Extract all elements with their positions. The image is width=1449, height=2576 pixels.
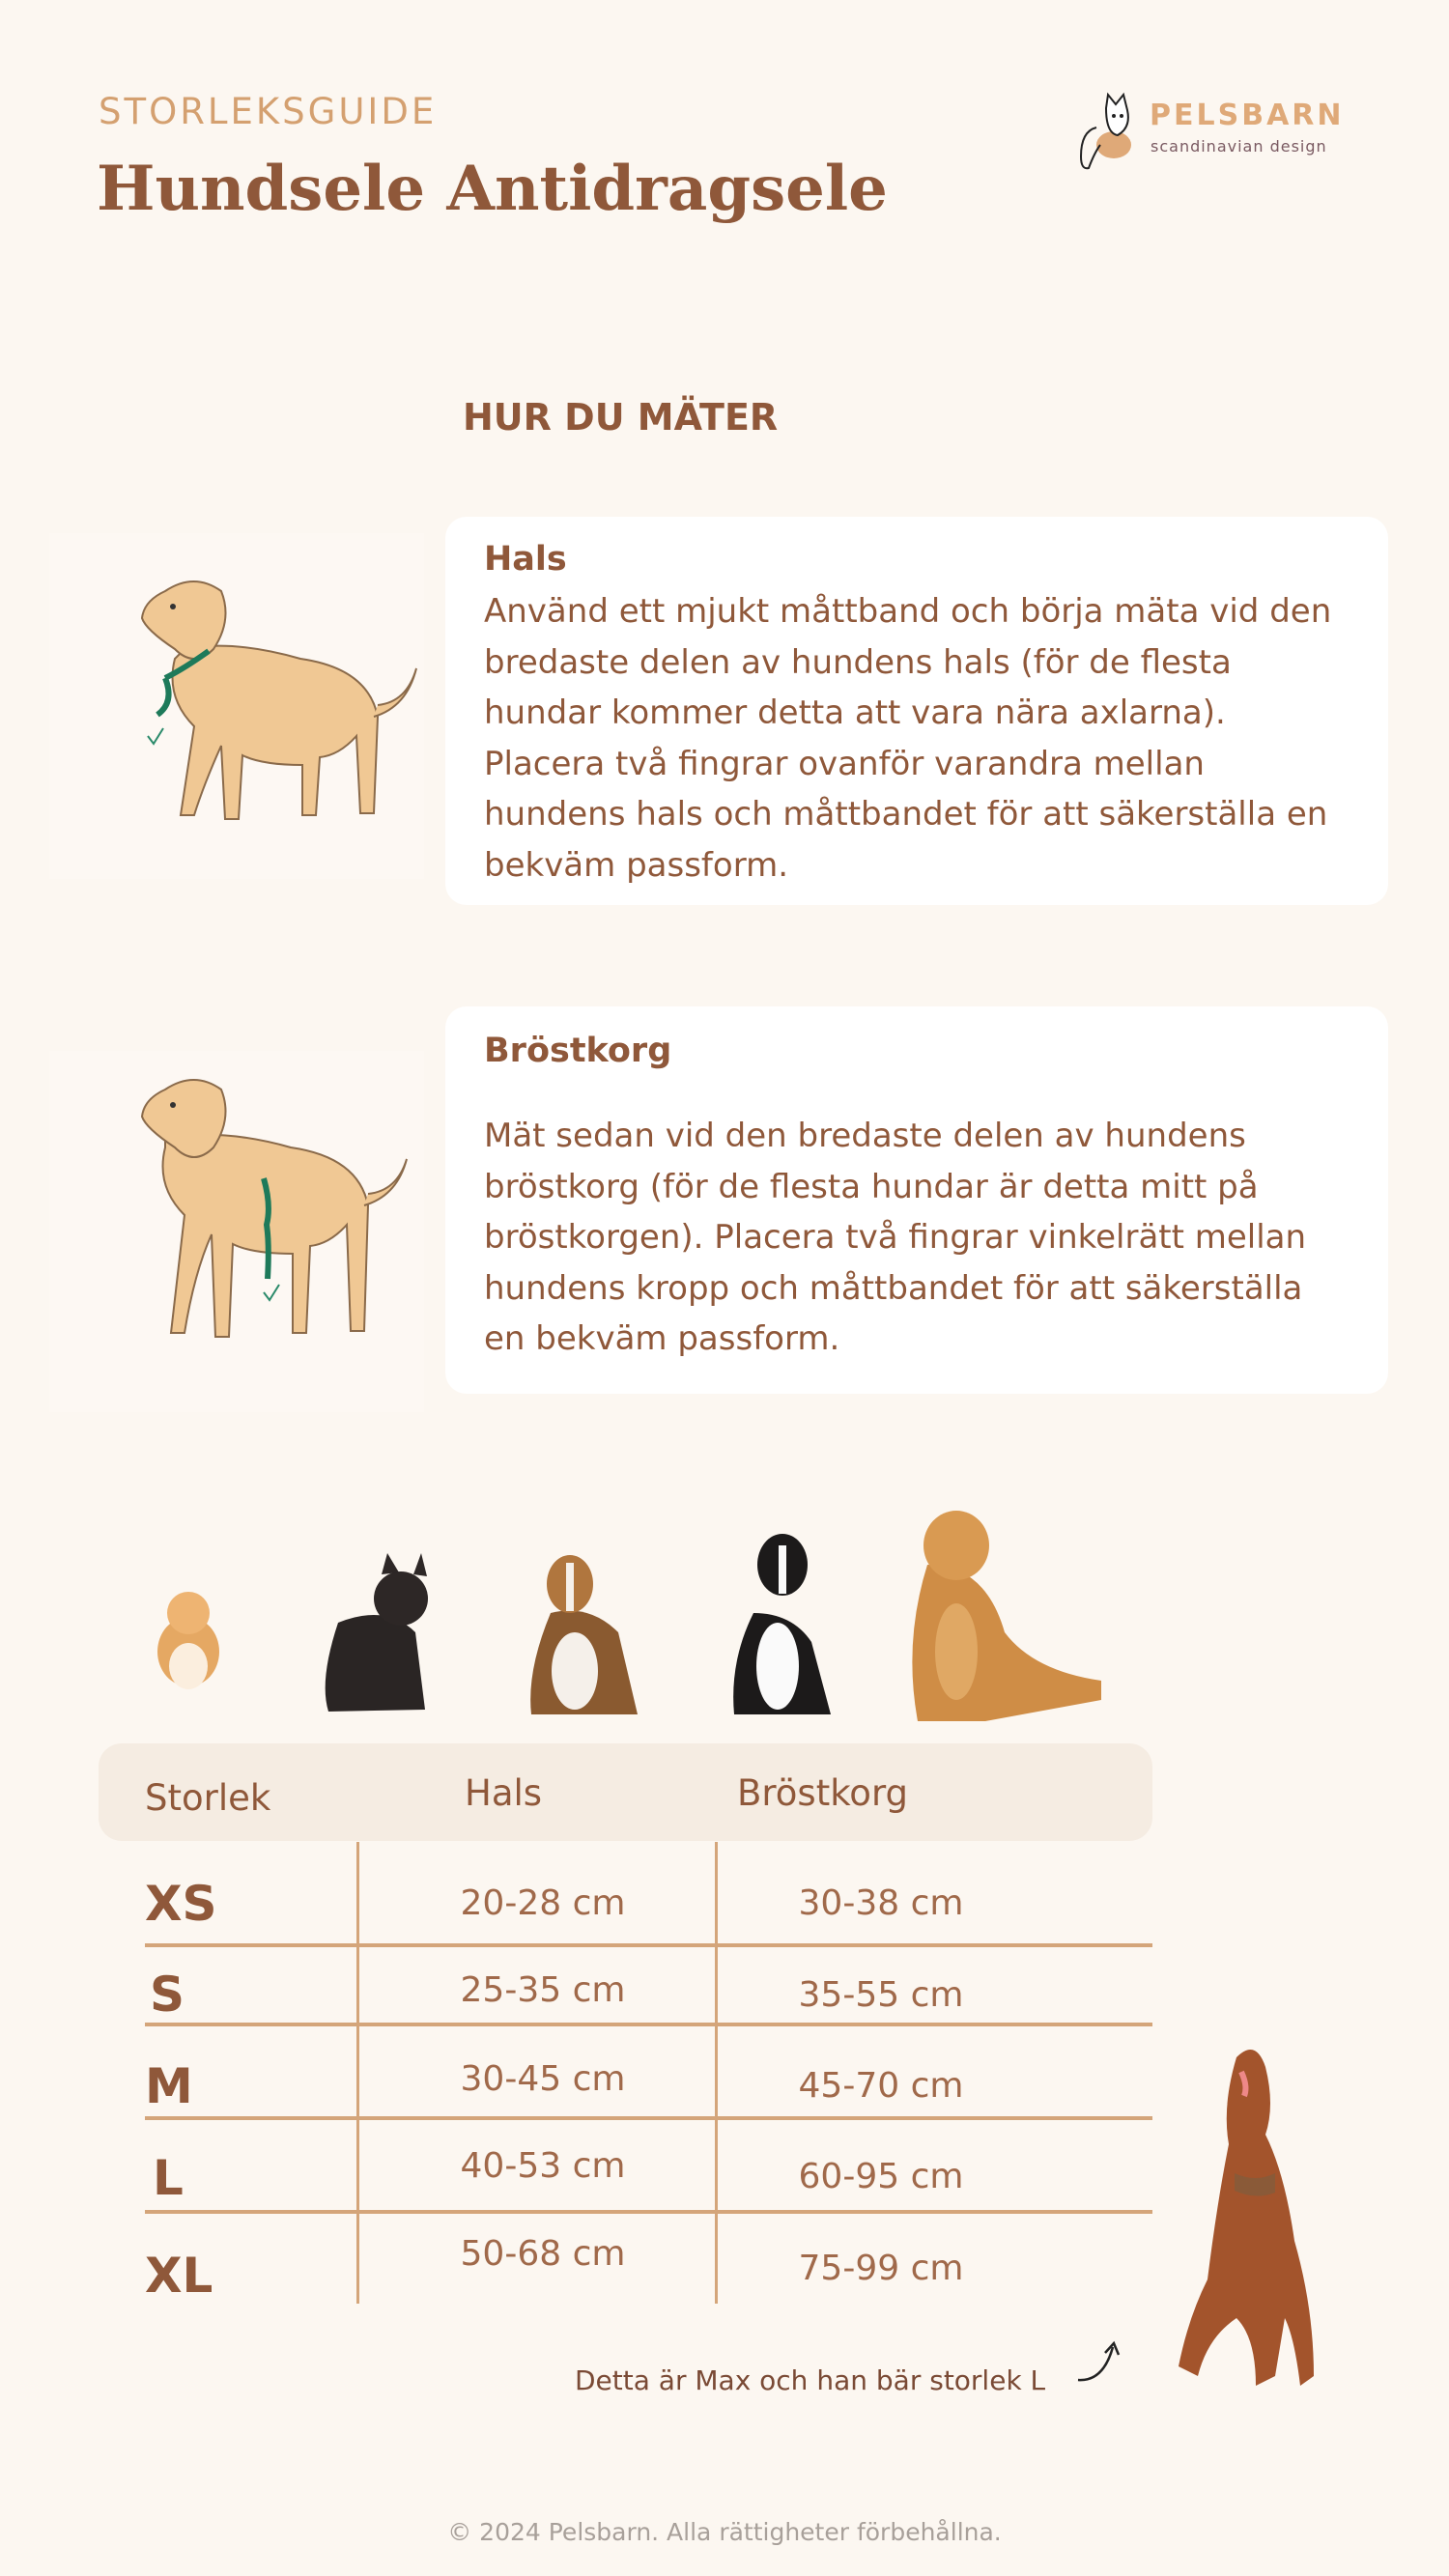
- size-label: XL: [145, 2248, 213, 2304]
- neck-value: 30-45 cm: [460, 2059, 626, 2099]
- header-size: Storlek: [145, 1777, 271, 1819]
- neck-value: 50-68 cm: [460, 2234, 626, 2274]
- section-heading: HUR DU MÄTER: [463, 396, 779, 439]
- card-neck-title: Hals: [484, 540, 567, 579]
- neck-value: 20-28 cm: [460, 1883, 626, 1923]
- logo-tagline: scandinavian design: [1151, 137, 1327, 156]
- dog-breeds-row: [157, 1511, 1101, 1721]
- neck-value: 25-35 cm: [460, 1970, 626, 2010]
- beagle-photo: [530, 1555, 638, 1714]
- cat-dog-logo-icon: [1079, 92, 1131, 170]
- table-header: [99, 1743, 1152, 1841]
- chest-value: 75-99 cm: [798, 2249, 964, 2288]
- size-label: S: [150, 1967, 185, 2023]
- size-label: M: [145, 2058, 193, 2114]
- column-divider: [356, 1842, 359, 2304]
- footer-copyright: © 2024 Pelsbarn. Alla rättigheter förbeh…: [447, 2518, 1002, 2546]
- row-divider: [145, 2023, 1152, 2026]
- photo-caption: Detta är Max och han bär storlek L: [575, 2364, 1046, 2396]
- dog-chest-illustration: [49, 1051, 424, 1412]
- curved-arrow-icon: [1077, 2340, 1121, 2382]
- dog-neck-illustration: [49, 533, 424, 879]
- pomeranian-photo: [157, 1592, 219, 1689]
- card-chest-title: Bröstkorg: [484, 1032, 672, 1070]
- logo-brand: PELSBARN: [1150, 99, 1345, 132]
- chest-value: 60-95 cm: [798, 2157, 964, 2196]
- column-divider: [715, 1842, 718, 2304]
- page-title: Hundsele Antidragsele: [97, 153, 888, 225]
- row-divider: [145, 2116, 1152, 2120]
- header-chest: Bröstkorg: [737, 1772, 908, 1814]
- pelsbarn-logo: PELSBARN scandinavian design: [1067, 89, 1357, 170]
- card-neck: Hals Använd ett mjukt måttband och börja…: [445, 517, 1388, 905]
- card-neck-text: Använd ett mjukt måttband och börja mäta…: [484, 592, 1332, 885]
- row-divider: [145, 1943, 1152, 1947]
- chest-value: 35-55 cm: [798, 1975, 964, 2015]
- golden-retriever-photo: [912, 1511, 1101, 1721]
- eyebrow-label: STORLEKSGUIDE: [99, 91, 438, 132]
- header-neck: Hals: [465, 1772, 543, 1814]
- neck-value: 40-53 cm: [460, 2146, 626, 2186]
- row-divider: [145, 2210, 1152, 2214]
- size-label: XS: [145, 1876, 217, 1932]
- card-chest-text: Mät sedan vid den bredaste delen av hund…: [484, 1117, 1307, 1358]
- size-label: L: [153, 2150, 184, 2206]
- french-bulldog-photo: [325, 1553, 428, 1712]
- border-collie-photo: [733, 1534, 831, 1714]
- max-dog-photo: [1179, 2050, 1314, 2386]
- chest-value: 45-70 cm: [798, 2066, 964, 2106]
- card-chest: Bröstkorg Mät sedan vid den bredaste del…: [445, 1006, 1388, 1394]
- chest-value: 30-38 cm: [798, 1883, 964, 1923]
